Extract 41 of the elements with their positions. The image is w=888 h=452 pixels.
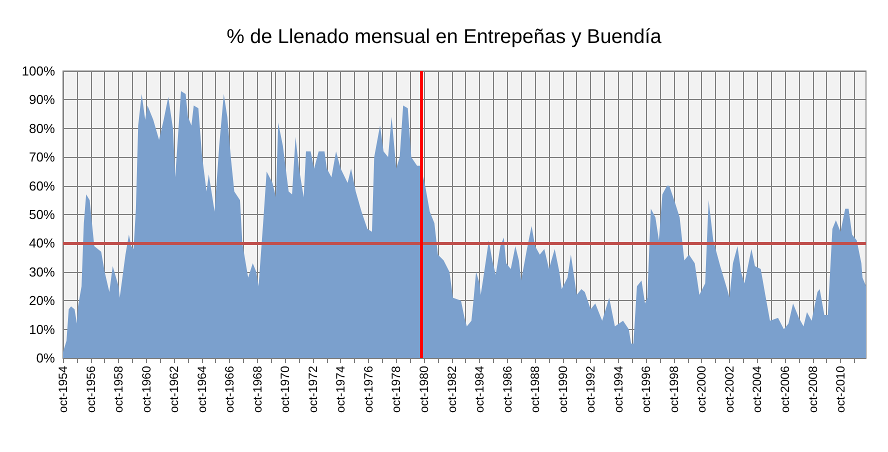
x-tick-label: oct-2006 <box>778 366 792 413</box>
y-tick-label: 50% <box>28 207 56 222</box>
x-tick-label: oct-1992 <box>584 366 598 413</box>
x-tick-label: oct-1954 <box>56 366 70 413</box>
x-tick-label: oct-1982 <box>444 366 459 413</box>
y-tick-label: 80% <box>28 120 56 136</box>
y-tick-label: 0% <box>36 350 56 366</box>
y-tick-label: 40% <box>28 236 56 251</box>
y-tick-label: 60% <box>28 178 56 194</box>
x-tick-label: oct-1998 <box>666 366 681 413</box>
x-tick-label: oct-1988 <box>528 366 542 413</box>
x-tick-label: oct-1990 <box>556 366 570 413</box>
x-tick-label: oct-1958 <box>112 366 126 413</box>
y-tick-label: 20% <box>28 293 56 308</box>
x-tick-label: oct-1976 <box>361 366 376 413</box>
y-tick-label: 100% <box>22 64 56 78</box>
x-tick-label: oct-1980 <box>417 366 432 413</box>
y-tick-label: 70% <box>28 150 56 165</box>
x-tick-label: oct-2002 <box>722 366 736 413</box>
x-tick-label: oct-1974 <box>334 366 348 413</box>
x-tick-label: oct-1984 <box>472 366 487 413</box>
x-tick-label: oct-1968 <box>250 366 264 413</box>
x-tick-label: oct-1996 <box>639 366 654 413</box>
x-tick-label: oct-1970 <box>278 366 292 413</box>
x-tick-label: oct-1964 <box>194 366 209 413</box>
x-tick-label: oct-1966 <box>222 366 237 413</box>
x-tick-label: oct-2004 <box>750 366 764 413</box>
x-tick-label: oct-1972 <box>306 366 320 413</box>
x-tick-label: oct-2010 <box>834 366 848 413</box>
y-tick-label: 30% <box>28 264 56 280</box>
y-tick-label: 90% <box>28 92 56 108</box>
x-tick-label: oct-1962 <box>167 366 182 413</box>
x-tick-label: oct-1960 <box>139 366 154 413</box>
y-tick-label: 10% <box>28 322 56 337</box>
x-tick-label: oct-1978 <box>389 366 404 413</box>
x-tick-label: oct-1956 <box>84 366 98 413</box>
x-tick-label: oct-1994 <box>611 366 626 413</box>
chart-title: % de Llenado mensual en Entrepeñas y Buendía <box>226 26 662 48</box>
x-tick-label: oct-2000 <box>694 366 709 413</box>
x-tick-label: oct-2008 <box>806 366 820 413</box>
x-tick-label: oct-1986 <box>500 366 514 413</box>
